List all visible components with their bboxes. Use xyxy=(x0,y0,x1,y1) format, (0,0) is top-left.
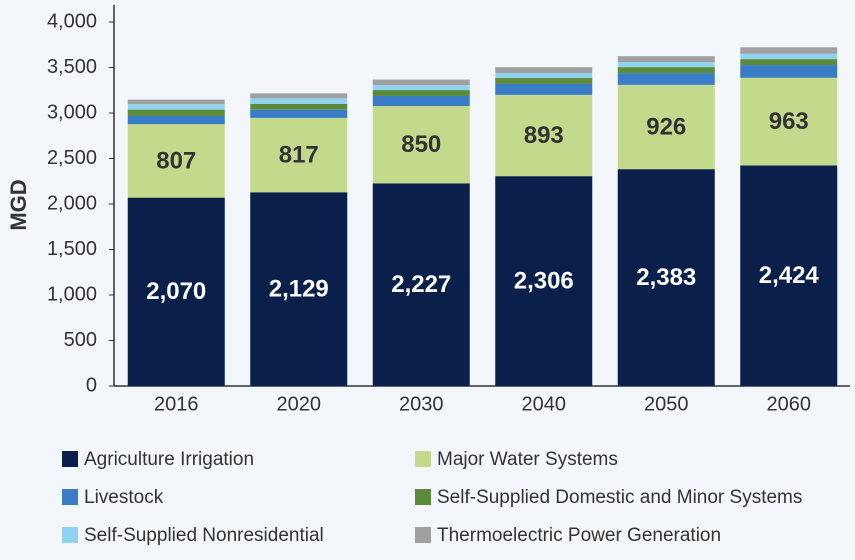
data-label: 2,129 xyxy=(269,275,329,302)
bar-segment xyxy=(617,73,715,85)
y-tick-label: 2,500 xyxy=(47,147,97,169)
legend-label: Self-Supplied Nonresidential xyxy=(84,525,324,546)
bar-segment xyxy=(250,93,348,99)
bar-segment xyxy=(127,99,225,105)
bar-segment xyxy=(127,109,225,117)
bar-segment xyxy=(250,103,348,110)
bar-segment xyxy=(372,90,470,96)
bar-segment xyxy=(617,56,715,63)
bar-segment xyxy=(372,85,470,91)
y-tick-label: 3,500 xyxy=(47,56,97,78)
legend-swatch xyxy=(415,527,431,543)
legend-label: Agriculture Irrigation xyxy=(84,449,254,470)
x-tick-label: 2016 xyxy=(154,393,199,415)
data-label: 850 xyxy=(401,131,441,158)
bar-segment xyxy=(617,169,715,386)
bar-segment xyxy=(740,47,838,54)
bar-segment xyxy=(372,105,470,184)
bar-segment xyxy=(495,176,593,386)
bar-segment xyxy=(740,165,838,386)
legend-swatch xyxy=(415,489,431,505)
x-tick-label: 2040 xyxy=(522,393,567,415)
data-label: 2,424 xyxy=(759,262,820,289)
legend-label: Self-Supplied Domestic and Minor Systems xyxy=(437,487,802,508)
bar-segment xyxy=(740,59,838,66)
data-label: 893 xyxy=(524,122,564,149)
bar-segment xyxy=(250,98,348,104)
data-label: 2,070 xyxy=(146,278,206,305)
data-label: 2,383 xyxy=(636,264,696,291)
data-label: 963 xyxy=(769,108,809,135)
legend-swatch xyxy=(62,451,78,467)
y-axis-title: MGD xyxy=(6,179,31,230)
bar-segment xyxy=(127,104,225,110)
y-tick-label: 4,000 xyxy=(47,10,97,32)
data-label: 817 xyxy=(279,141,319,168)
y-tick-label: 1,000 xyxy=(47,283,97,305)
x-tick-label: 2020 xyxy=(277,393,322,415)
legend-swatch xyxy=(62,489,78,505)
data-label: 807 xyxy=(156,147,196,174)
bar-segment xyxy=(740,77,838,166)
y-tick-label: 500 xyxy=(64,329,97,351)
legend-label: Thermoelectric Power Generation xyxy=(437,525,721,546)
legend-swatch xyxy=(415,451,431,467)
data-label: 2,227 xyxy=(391,271,451,298)
bar-segment xyxy=(740,53,838,60)
bar-segment xyxy=(250,192,348,386)
bar-segment xyxy=(127,124,225,198)
y-tick-label: 0 xyxy=(86,374,97,396)
bar-segment xyxy=(617,62,715,68)
x-tick-label: 2060 xyxy=(767,393,812,415)
x-tick-label: 2030 xyxy=(399,393,444,415)
legend-swatch xyxy=(62,527,78,543)
bar-segment xyxy=(495,73,593,79)
bar-segment xyxy=(250,109,348,118)
legend-label: Major Water Systems xyxy=(437,449,618,470)
bar-segment xyxy=(127,116,225,125)
bar-segment xyxy=(127,197,225,386)
bar-segment xyxy=(495,83,593,95)
y-tick-label: 3,000 xyxy=(47,101,97,123)
bar-segment xyxy=(495,67,593,74)
bar-segment xyxy=(372,183,470,386)
bar-segment xyxy=(495,78,593,84)
x-tick-label: 2050 xyxy=(644,393,689,415)
data-label: 2,306 xyxy=(514,267,574,294)
y-tick-label: 2,000 xyxy=(47,192,97,214)
bar-segment xyxy=(372,95,470,106)
y-tick-label: 1,500 xyxy=(47,238,97,260)
bar-segment xyxy=(617,67,715,74)
bar-segment xyxy=(250,117,348,193)
bar-segment xyxy=(740,65,838,78)
bar-segment xyxy=(372,79,470,86)
bar-segment xyxy=(617,84,715,170)
data-label: 926 xyxy=(646,113,686,140)
legend-label: Livestock xyxy=(84,487,164,508)
bar-segment xyxy=(495,94,593,177)
